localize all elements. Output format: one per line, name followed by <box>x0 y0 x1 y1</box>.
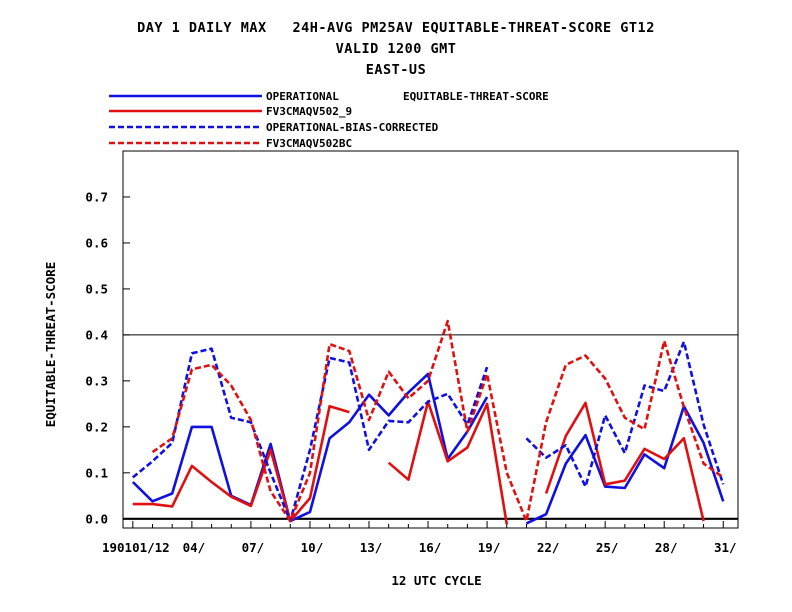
series-layer <box>131 319 725 525</box>
legend-entry-label: OPERATIONAL <box>266 90 339 103</box>
x-axis-label: 12 UTC CYCLE <box>391 573 481 588</box>
series-line-segment <box>131 372 489 523</box>
x-tick-label: 28/ <box>655 540 678 555</box>
y-tick-label: 0.2 <box>85 419 108 434</box>
series-operational-bias-corrected <box>131 340 725 523</box>
y-tick-label: 0.4 <box>85 327 108 342</box>
series-line-segment <box>544 401 705 522</box>
legend-entry-label: FV3CMAQV502_9 <box>266 105 352 118</box>
y-tick-label: 0.1 <box>85 465 108 480</box>
x-tick-label: 10/ <box>301 540 324 555</box>
series-line-segment <box>525 404 725 525</box>
x-tick-label: 13/ <box>360 540 383 555</box>
legend-entry-label: FV3CMAQV502BC <box>266 137 352 150</box>
chart-subtitle-region: EAST-US <box>365 62 427 78</box>
y-tick-label: 0.6 <box>85 235 108 250</box>
series-line-segment <box>151 319 724 523</box>
x-tick-label: 22/ <box>537 540 560 555</box>
series-fv3cmaqv502_9 <box>132 400 705 525</box>
y-tick-label: 0.0 <box>85 511 108 526</box>
x-axis-ticks: 190101/12 04/07/10/13/16/19/22/25/28/31/ <box>102 521 737 555</box>
series-line-segment <box>387 400 509 525</box>
chart-title: DAY 1 DAILY MAX 24H-AVG PM25AV EQUITABLE… <box>137 20 655 36</box>
series-fv3cmaqv502bc <box>151 319 724 523</box>
x-tick-label: 04/ <box>183 540 206 555</box>
x-tick-label: 07/ <box>242 540 265 555</box>
y-axis-ticks: 0.0 0.1 0.2 0.3 0.4 0.5 0.6 0.7 <box>85 189 130 526</box>
legend-entry-label: OPERATIONAL-BIAS-CORRECTED <box>266 121 439 134</box>
x-tick-label: 25/ <box>596 540 619 555</box>
legend: OPERATIONAL FV3CMAQV502_9 OPERATIONAL-BIAS… <box>109 90 549 150</box>
chart-subtitle-valid: VALID 1200 GMT <box>335 41 457 57</box>
plot-frame <box>122 150 739 529</box>
y-tick-label: 0.3 <box>85 373 108 388</box>
x-tick-label: 16/ <box>419 540 442 555</box>
legend-metric-note: EQUITABLE-THREAT-SCORE <box>403 90 549 103</box>
series-line-segment <box>131 347 489 523</box>
series-line-segment <box>132 404 350 523</box>
x-tick-label: 31/ <box>714 540 737 555</box>
y-tick-label: 0.5 <box>85 281 108 296</box>
y-tick-label: 0.7 <box>85 189 108 204</box>
x-tick-label: 190101/12 <box>102 540 170 555</box>
series-operational <box>131 372 725 525</box>
y-axis-label: EQUITABLE-THREAT-SCORE <box>43 262 58 428</box>
x-tick-label: 19/ <box>478 540 501 555</box>
